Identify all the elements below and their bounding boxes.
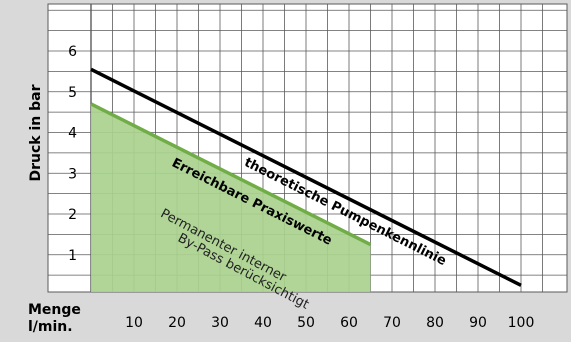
x-tick-label: 50 [297,315,315,331]
x-axis-label-line: Menge [28,302,81,318]
y-axis-label: Druck in bar [28,84,44,181]
x-tick-label: 30 [211,315,229,331]
x-tick-label: 60 [340,315,358,331]
x-tick-label: 100 [508,315,535,331]
y-tick-label: 2 [68,207,77,223]
tick-layer: 1 2 3 4 5 6 Druck in bar 10 20 30 40 50 60 70 80 90 100 M… [28,44,534,335]
y-tick-label: 4 [68,126,77,142]
series-layer [90,67,522,292]
line-pumpenkennlinie [90,67,522,287]
x-tick-label: 40 [254,315,272,331]
y-tick-label: 3 [68,166,77,182]
y-tick-label: 1 [68,248,77,264]
x-tick-label: 10 [125,315,143,331]
y-tick-label: 6 [68,44,77,60]
x-axis-label-line: l/min. [28,319,73,335]
x-tick-label: 70 [383,315,401,331]
x-tick-label: 80 [426,315,444,331]
x-axis-label: Menge l/min. [28,302,81,335]
area-praxiswerte [91,103,371,292]
line-praxiswerte [90,102,372,247]
x-tick-label: 20 [168,315,186,331]
x-tick-label: 90 [469,315,487,331]
y-tick-label: 5 [68,85,77,101]
